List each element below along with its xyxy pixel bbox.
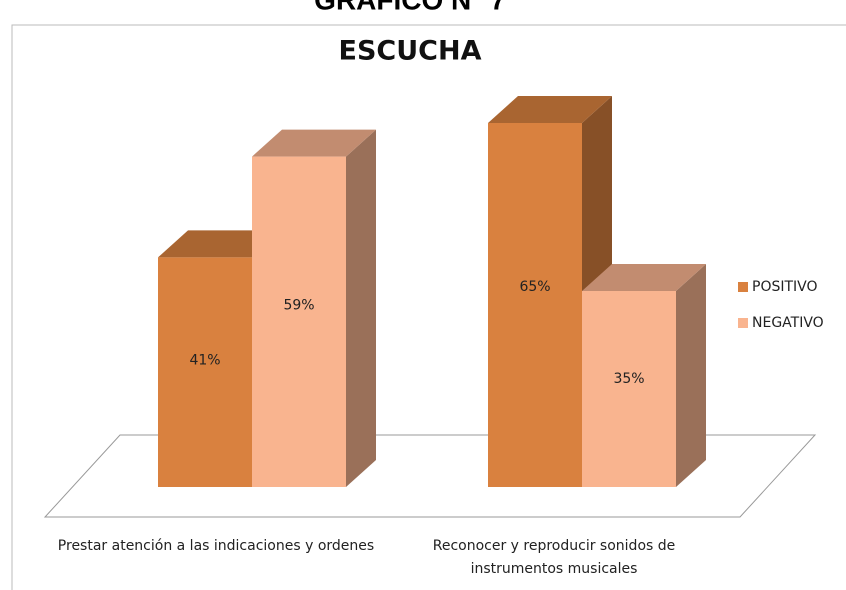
bar-top (158, 230, 282, 258)
bar-side (346, 129, 376, 487)
legend-label: POSITIVO (752, 279, 818, 295)
chart-title: ESCUCHA (339, 36, 482, 67)
data-label: 65% (519, 279, 550, 295)
data-label: 41% (189, 353, 220, 369)
legend-swatch (738, 318, 748, 328)
bar-top (582, 264, 706, 291)
x-tick-label: Reconocer y reproducir sonidos de instru… (432, 538, 676, 577)
bar (488, 123, 582, 487)
bar-side (676, 264, 706, 487)
bar-top (252, 129, 376, 157)
bar (158, 257, 252, 487)
chart-frame (11, 24, 846, 590)
x-tick-label: Prestar atención a las indicaciones y or… (57, 538, 375, 554)
bar-top (488, 96, 612, 123)
legend-label: NEGATIVO (752, 315, 824, 331)
bar (252, 156, 346, 487)
bar (582, 291, 676, 487)
page-heading: GRÁFICO N° 7 (314, 0, 506, 15)
legend-swatch (738, 282, 748, 292)
data-label: 59% (283, 297, 314, 313)
data-label: 35% (613, 371, 644, 387)
